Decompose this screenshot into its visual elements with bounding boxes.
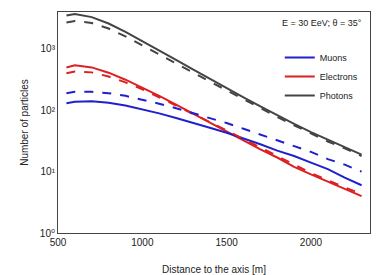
svg-text:10²: 10² (41, 105, 56, 116)
svg-text:10³: 10³ (41, 43, 56, 54)
svg-text:E = 30 EeV; θ = 35°: E = 30 EeV; θ = 35° (282, 18, 362, 28)
svg-text:10⁰: 10⁰ (40, 228, 55, 239)
svg-text:10¹: 10¹ (41, 166, 56, 177)
svg-text:Muons: Muons (320, 53, 348, 63)
svg-text:Electrons: Electrons (320, 72, 358, 82)
svg-text:1500: 1500 (216, 237, 239, 248)
svg-text:Number of particles: Number of particles (19, 79, 30, 166)
svg-text:500: 500 (50, 237, 67, 248)
svg-text:2000: 2000 (300, 237, 323, 248)
svg-text:Photons: Photons (320, 91, 354, 101)
svg-text:1000: 1000 (131, 237, 154, 248)
svg-text:Distance to the axis [m]: Distance to the axis [m] (162, 264, 266, 275)
